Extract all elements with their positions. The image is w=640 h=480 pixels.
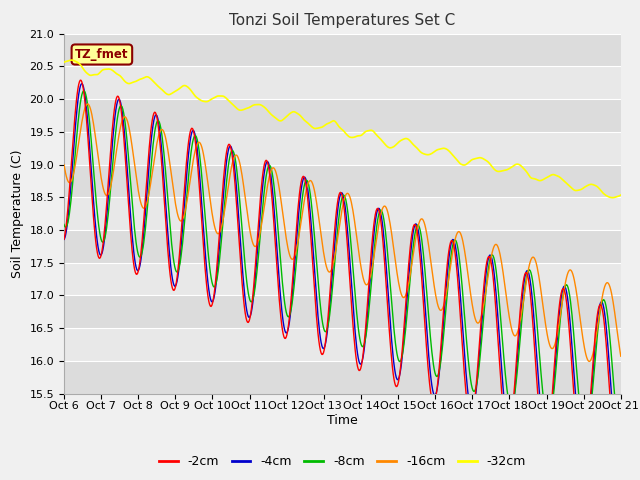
Bar <box>64 230 621 263</box>
Title: Tonzi Soil Temperatures Set C: Tonzi Soil Temperatures Set C <box>229 13 456 28</box>
Bar <box>64 99 621 132</box>
X-axis label: Time: Time <box>327 414 358 427</box>
Text: TZ_fmet: TZ_fmet <box>75 48 129 61</box>
Legend: -2cm, -4cm, -8cm, -16cm, -32cm: -2cm, -4cm, -8cm, -16cm, -32cm <box>154 450 531 473</box>
Bar <box>64 66 621 99</box>
Y-axis label: Soil Temperature (C): Soil Temperature (C) <box>11 149 24 278</box>
Bar <box>64 132 621 165</box>
Bar <box>64 34 621 66</box>
Bar <box>64 295 621 328</box>
Bar <box>64 328 621 361</box>
Bar <box>64 197 621 230</box>
Bar <box>64 165 621 197</box>
Bar <box>64 263 621 295</box>
Bar <box>64 361 621 394</box>
